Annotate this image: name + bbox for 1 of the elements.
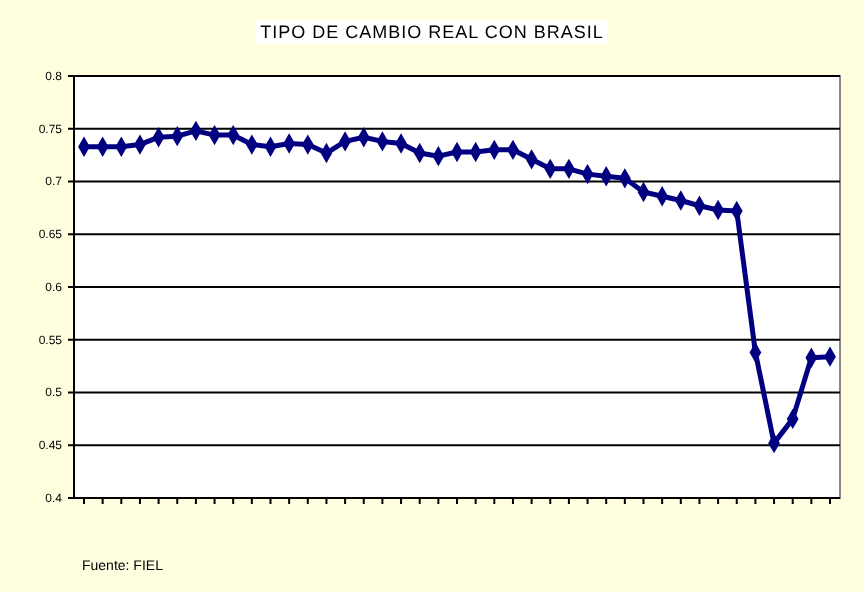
chart-title: TIPO DE CAMBIO REAL CON BRASIL xyxy=(260,22,604,42)
